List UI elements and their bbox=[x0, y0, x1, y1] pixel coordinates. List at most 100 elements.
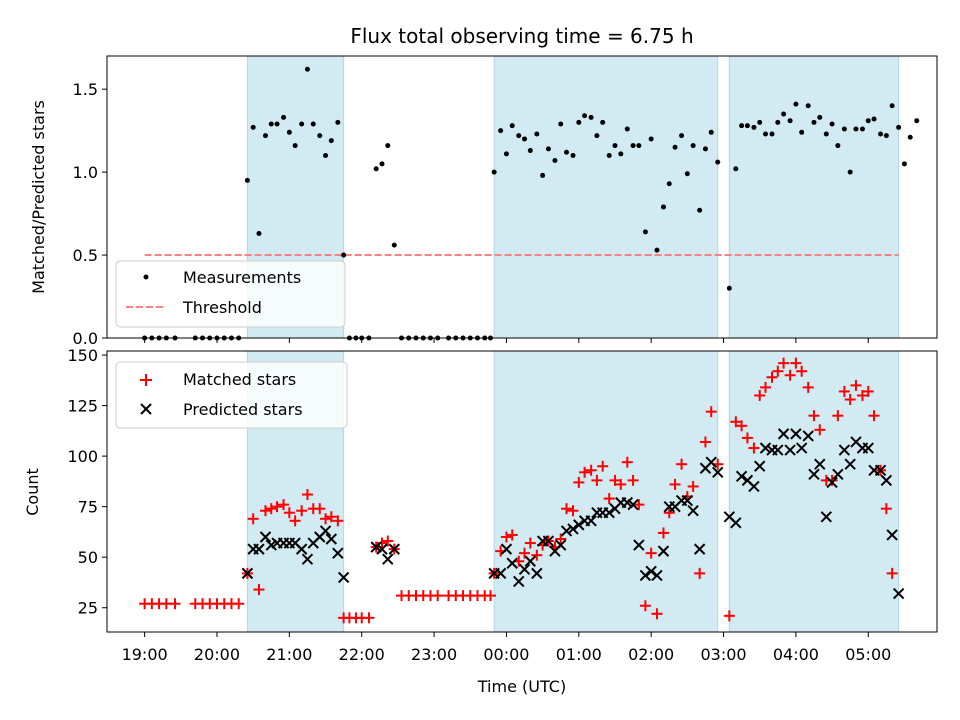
predicted-star-point bbox=[645, 565, 657, 578]
measurement-point bbox=[250, 124, 256, 130]
measurement-point bbox=[323, 153, 329, 159]
measurement-point bbox=[769, 131, 775, 137]
matched-star-point bbox=[259, 505, 271, 517]
matched-star-point bbox=[519, 547, 531, 559]
matched-star-point bbox=[591, 474, 603, 486]
matched-star-point bbox=[669, 478, 681, 490]
matched-star-point bbox=[247, 513, 259, 525]
bottom-y-tick-label: 125 bbox=[67, 397, 98, 416]
measurement-point bbox=[576, 119, 582, 125]
measurement-point bbox=[379, 161, 385, 167]
measurement-point bbox=[335, 119, 341, 125]
predicted-star-point bbox=[500, 543, 513, 555]
top-y-axis-label: Matched/Predicted stars bbox=[29, 100, 48, 294]
measurement-point bbox=[552, 158, 558, 164]
predicted-star-point bbox=[639, 569, 652, 582]
predicted-legend-marker bbox=[140, 403, 152, 415]
measurement-point bbox=[781, 111, 787, 117]
predicted-star-point bbox=[627, 498, 639, 511]
measurement-point bbox=[708, 129, 714, 135]
predicted-star-point bbox=[814, 458, 826, 470]
predicted-star-point bbox=[542, 535, 555, 547]
bottom-y-tick-label: 150 bbox=[67, 346, 98, 365]
measurement-point bbox=[679, 133, 685, 139]
measurement-point bbox=[509, 123, 515, 129]
measurement-point bbox=[841, 126, 847, 132]
predicted-star-point bbox=[862, 442, 874, 454]
measurement-point bbox=[684, 171, 690, 177]
matched-star-point bbox=[283, 507, 295, 519]
predicted-star-point bbox=[730, 517, 742, 529]
top-plot-frame bbox=[106, 55, 938, 339]
matched-legend-marker bbox=[140, 374, 152, 386]
matched-star-point bbox=[603, 493, 615, 505]
count-points bbox=[139, 357, 905, 624]
predicted-star-point bbox=[382, 553, 394, 565]
measurement-point bbox=[491, 169, 497, 175]
measurement-point bbox=[859, 126, 865, 132]
matched-star-point bbox=[621, 456, 633, 468]
matched-star-point bbox=[838, 385, 850, 397]
predicted-star-point bbox=[735, 470, 748, 483]
predicted-star-point bbox=[657, 545, 670, 557]
matched-star-point bbox=[320, 513, 332, 525]
matched-star-point bbox=[301, 489, 313, 501]
predicted-star-point bbox=[777, 428, 790, 440]
matched-star-point bbox=[278, 499, 290, 511]
measurement-point bbox=[594, 133, 600, 139]
predicted-star-point bbox=[633, 539, 645, 551]
matched-star-point bbox=[506, 529, 518, 541]
predicted-legend-label: Predicted stars bbox=[183, 400, 303, 419]
matched-star-point bbox=[868, 410, 880, 422]
x-tick-label: 02:00 bbox=[628, 645, 674, 664]
measurement-point bbox=[648, 136, 654, 142]
measurement-point bbox=[612, 143, 618, 149]
bottom-axes: 25 50 75 100 125 150 19:00 20:00 21:00 22:00 23:00… bbox=[67, 346, 938, 664]
measurement-point bbox=[582, 113, 588, 119]
matched-star-point bbox=[730, 416, 742, 428]
matched-star-point bbox=[382, 535, 394, 547]
matched-star-point bbox=[657, 527, 669, 539]
x-tick-label: 21:00 bbox=[266, 645, 312, 664]
predicted-star-point bbox=[784, 444, 796, 456]
measurement-point bbox=[666, 181, 672, 187]
measurement-point bbox=[672, 144, 678, 150]
measurement-point bbox=[901, 161, 907, 167]
measurement-point bbox=[522, 136, 528, 142]
predicted-star-point bbox=[795, 442, 808, 454]
predicted-star-point bbox=[337, 571, 350, 584]
predicted-star-point bbox=[585, 515, 597, 527]
predicted-star-point bbox=[241, 567, 254, 580]
matched-star-point bbox=[796, 365, 808, 377]
matched-star-point bbox=[850, 379, 862, 391]
matched-star-point bbox=[705, 406, 717, 418]
x-tick-label: 23:00 bbox=[411, 645, 457, 664]
matched-star-point bbox=[808, 410, 820, 422]
measurements-legend-marker bbox=[143, 274, 149, 280]
predicted-star-point bbox=[754, 460, 766, 472]
top-y-tick-label: 0.0 bbox=[73, 329, 98, 348]
measurement-point bbox=[564, 149, 570, 155]
measurement-point bbox=[588, 114, 594, 120]
matched-star-point bbox=[694, 567, 706, 579]
matched-star-point bbox=[561, 503, 573, 515]
measurement-point bbox=[775, 119, 781, 125]
bottom-legend: Matched stars Predicted stars bbox=[115, 361, 348, 429]
measurement-point bbox=[907, 134, 913, 140]
predicted-star-point bbox=[808, 468, 820, 481]
measurement-point bbox=[636, 143, 642, 149]
matched-star-point bbox=[524, 537, 536, 549]
predicted-star-point bbox=[513, 575, 525, 588]
predicted-star-point bbox=[832, 468, 844, 481]
matched-star-point bbox=[651, 608, 663, 620]
matched-star-point bbox=[754, 389, 766, 401]
matched-star-point bbox=[432, 590, 444, 602]
predicted-star-point bbox=[531, 567, 543, 580]
matched-star-point bbox=[325, 511, 337, 523]
top-panel: 0.0 0.5 1.0 1.5 Matched/Predicted stars Mea… bbox=[29, 55, 938, 348]
measurement-point bbox=[317, 133, 323, 139]
matched-star-point bbox=[615, 478, 627, 490]
predicted-star-point bbox=[319, 525, 332, 537]
predicted-star-point bbox=[555, 539, 567, 551]
threshold-legend-label: Threshold bbox=[182, 298, 262, 317]
